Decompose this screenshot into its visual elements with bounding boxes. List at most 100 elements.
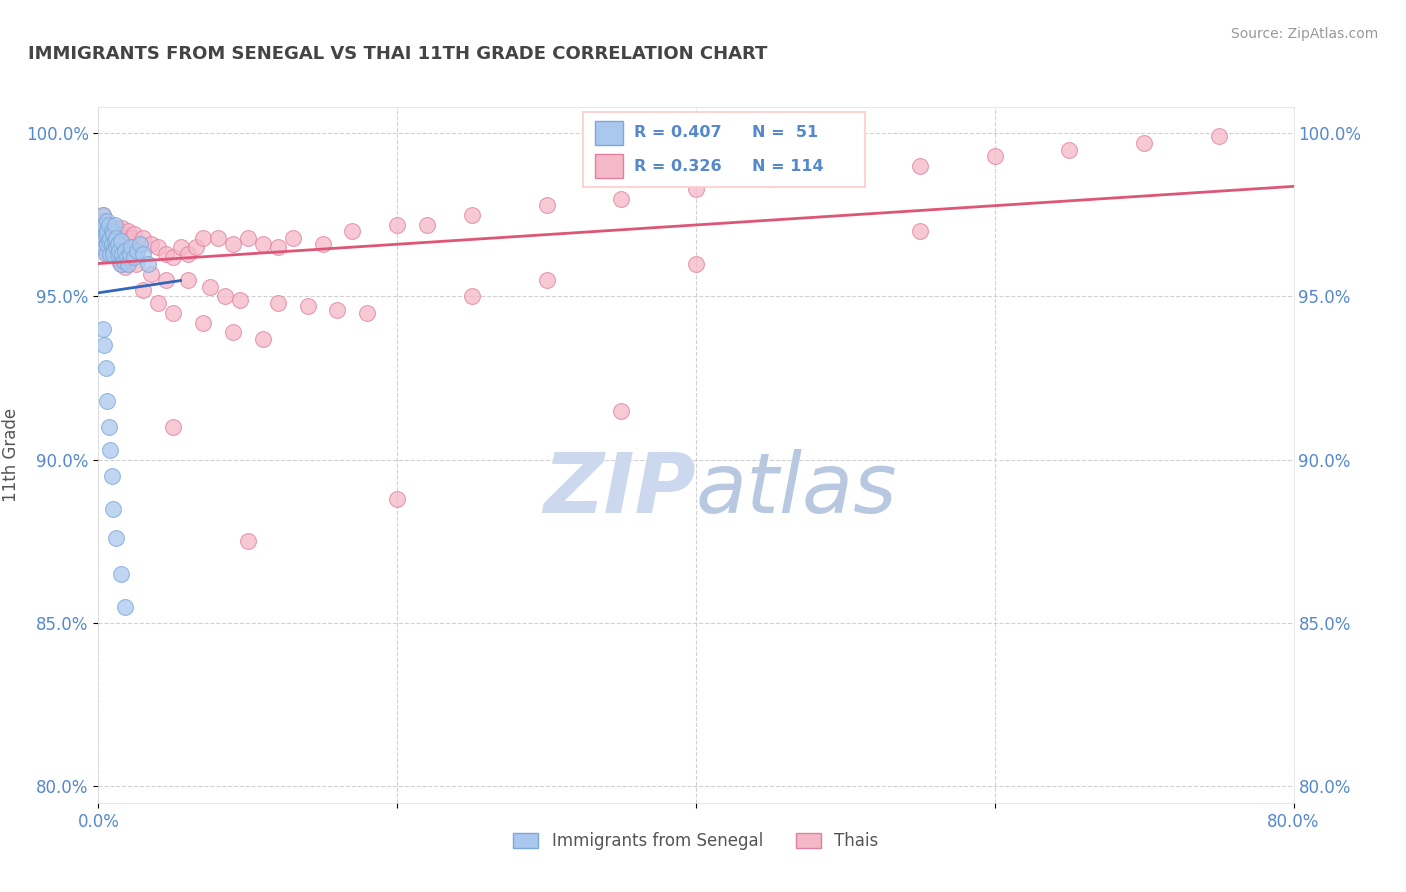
Point bbox=[96, 230, 118, 244]
Point bbox=[252, 237, 274, 252]
Point bbox=[1059, 143, 1081, 157]
Point bbox=[148, 240, 170, 254]
Point bbox=[105, 230, 128, 244]
Point bbox=[105, 240, 128, 254]
Point bbox=[297, 299, 319, 313]
Point bbox=[96, 237, 118, 252]
Point bbox=[155, 247, 177, 261]
Point bbox=[326, 302, 349, 317]
Point bbox=[93, 338, 115, 352]
Point bbox=[114, 230, 136, 244]
Point bbox=[94, 361, 117, 376]
Point bbox=[115, 250, 138, 264]
Point bbox=[104, 247, 127, 261]
Point bbox=[96, 224, 118, 238]
FancyBboxPatch shape bbox=[595, 154, 623, 178]
Point bbox=[834, 165, 856, 179]
Point bbox=[267, 240, 290, 254]
Point bbox=[132, 283, 155, 297]
Point bbox=[236, 230, 259, 244]
Point bbox=[97, 234, 120, 248]
Point bbox=[104, 218, 127, 232]
Point bbox=[222, 326, 245, 340]
Point bbox=[91, 322, 114, 336]
Point bbox=[191, 230, 214, 244]
Point bbox=[124, 227, 146, 242]
Point bbox=[136, 257, 159, 271]
Point bbox=[129, 237, 152, 252]
Point bbox=[236, 534, 259, 549]
Point bbox=[107, 247, 129, 261]
Text: Source: ZipAtlas.com: Source: ZipAtlas.com bbox=[1230, 27, 1378, 41]
Point bbox=[117, 240, 139, 254]
Point bbox=[162, 306, 184, 320]
Point bbox=[461, 208, 484, 222]
Point bbox=[105, 237, 128, 252]
Point bbox=[252, 332, 274, 346]
Point bbox=[96, 247, 118, 261]
Point bbox=[98, 234, 122, 248]
Point bbox=[281, 230, 304, 244]
Point bbox=[94, 218, 117, 232]
Point bbox=[115, 234, 138, 248]
Point bbox=[610, 192, 633, 206]
Point bbox=[110, 247, 132, 261]
Point bbox=[101, 237, 124, 252]
Point bbox=[177, 247, 200, 261]
Point bbox=[1133, 136, 1156, 150]
Point bbox=[685, 257, 707, 271]
Point bbox=[93, 218, 115, 232]
Point bbox=[94, 218, 117, 232]
Point bbox=[685, 182, 707, 196]
Point bbox=[536, 198, 558, 212]
Point bbox=[98, 443, 122, 458]
Point bbox=[97, 218, 120, 232]
Point bbox=[93, 240, 115, 254]
Point bbox=[267, 296, 290, 310]
Point bbox=[184, 240, 207, 254]
Point bbox=[94, 237, 117, 252]
Text: atlas: atlas bbox=[696, 450, 897, 530]
Point bbox=[110, 257, 132, 271]
Point bbox=[162, 250, 184, 264]
Point bbox=[107, 250, 129, 264]
Point bbox=[93, 218, 115, 232]
Point bbox=[117, 253, 139, 268]
Point bbox=[118, 247, 141, 261]
Point bbox=[103, 501, 125, 516]
Point bbox=[110, 567, 132, 582]
Point bbox=[91, 224, 114, 238]
Point bbox=[107, 237, 129, 252]
Point bbox=[98, 247, 122, 261]
Point bbox=[97, 227, 120, 242]
Point bbox=[101, 234, 124, 248]
Point bbox=[984, 149, 1007, 163]
Point bbox=[103, 230, 125, 244]
Point bbox=[120, 240, 142, 254]
Point bbox=[117, 257, 139, 271]
Point bbox=[110, 257, 132, 271]
Point bbox=[229, 293, 252, 307]
Point bbox=[110, 227, 132, 242]
Point bbox=[114, 247, 136, 261]
Point bbox=[127, 244, 149, 258]
Point bbox=[110, 234, 132, 248]
Point bbox=[124, 250, 146, 264]
Point bbox=[200, 279, 222, 293]
Point bbox=[177, 273, 200, 287]
Point bbox=[610, 404, 633, 418]
Point bbox=[139, 237, 162, 252]
Point bbox=[90, 220, 112, 235]
Point bbox=[96, 394, 118, 409]
Point bbox=[111, 253, 134, 268]
Point bbox=[121, 240, 143, 254]
Point bbox=[222, 237, 245, 252]
Point bbox=[114, 260, 136, 274]
Point bbox=[169, 240, 191, 254]
Point bbox=[132, 230, 155, 244]
Point bbox=[108, 244, 131, 258]
Text: R = 0.326: R = 0.326 bbox=[634, 159, 721, 174]
Point bbox=[148, 296, 170, 310]
Point bbox=[385, 491, 409, 506]
Point bbox=[117, 224, 139, 238]
